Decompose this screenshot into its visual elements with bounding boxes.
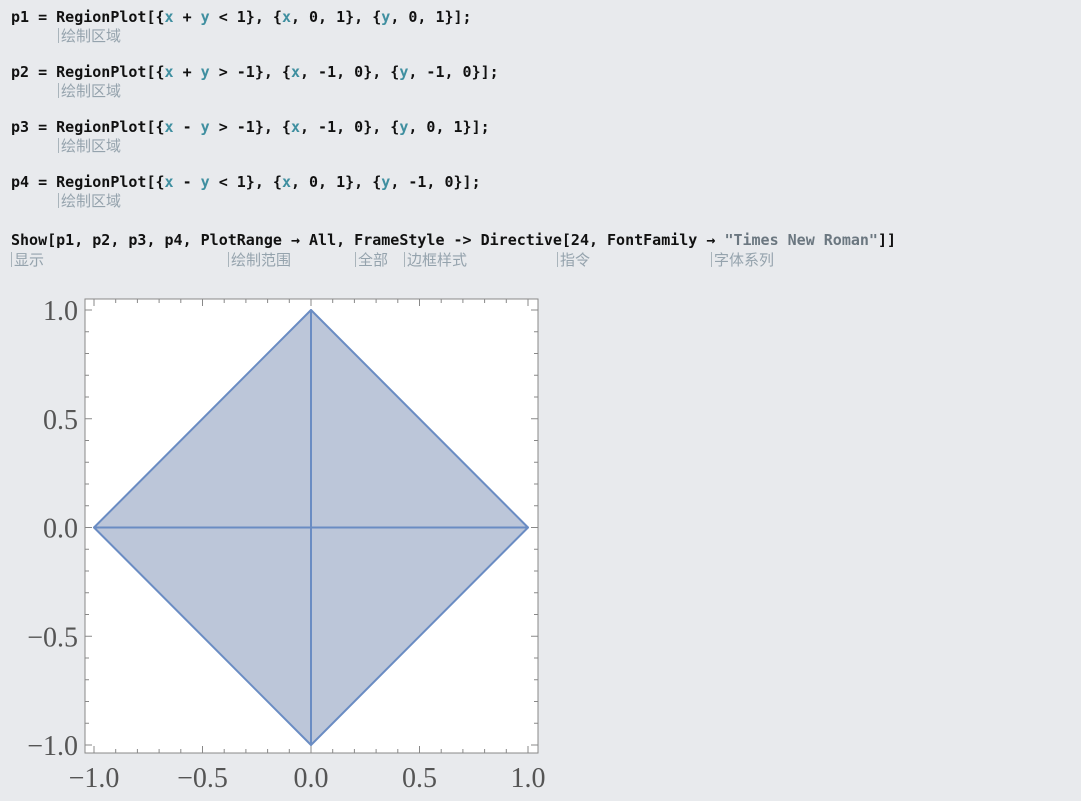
x-tick-label: −0.5 — [177, 763, 228, 794]
hint-label: 指令 — [560, 251, 591, 269]
code-text: < 1}, { — [209, 173, 282, 191]
autocomplete-hint: 绘制区域 — [58, 82, 121, 100]
code-text: - — [173, 173, 201, 191]
code-variable: x — [164, 173, 174, 191]
code-text: , 0, 1}, { — [290, 8, 382, 26]
hint-label: 绘制区域 — [61, 137, 122, 155]
hint-label: 字体系列 — [714, 251, 775, 269]
code-variable: x — [290, 118, 300, 136]
code-text: > -1}, { — [209, 118, 291, 136]
code-variable: x — [281, 173, 291, 191]
y-tick-label: 0.5 — [43, 405, 78, 436]
code-text: ]] — [877, 231, 897, 249]
hint-label: 绘制区域 — [61, 27, 122, 45]
x-tick-label: −1.0 — [69, 763, 120, 794]
input-cell-p4[interactable]: p4 = RegionPlot[{x - y < 1}, {x, 0, 1}, … — [11, 173, 481, 191]
code-string: "Times New Roman" — [724, 231, 878, 249]
code-text: < 1}, { — [209, 8, 282, 26]
region-edge-p4 — [310, 526, 529, 746]
code-text: - — [173, 118, 201, 136]
x-tick-label: 1.0 — [511, 763, 546, 794]
autocomplete-hint: 全部 — [355, 251, 388, 269]
x-tick-label: 0.5 — [402, 763, 437, 794]
code-text: , -1, 0}]; — [408, 63, 499, 81]
region-plot-output[interactable]: −1.0 −0.5 0.0 0.5 1.0 1.0 0.5 0.0 −0.5 −1.0 — [0, 271, 600, 801]
x-tick-label: 0.0 — [294, 763, 329, 794]
input-cell-p2[interactable]: p2 = RegionPlot[{x + y > -1}, {x, -1, 0}… — [11, 63, 499, 81]
code-text: , -1, 0}]; — [390, 173, 481, 191]
code-variable: x — [281, 8, 291, 26]
autocomplete-hint: 字体系列 — [711, 251, 774, 269]
code-text: p4 = RegionPlot[{ — [11, 173, 165, 191]
code-variable: y — [381, 173, 391, 191]
region-edge-p3 — [93, 309, 312, 529]
code-text: , 0, 1}, { — [290, 173, 382, 191]
hint-label: 绘制区域 — [61, 82, 122, 100]
hint-label: 边框样式 — [407, 251, 468, 269]
code-text: , 0, 1}]; — [390, 8, 472, 26]
input-cell-p1[interactable]: p1 = RegionPlot[{x + y < 1}, {x, 0, 1}, … — [11, 8, 472, 26]
autocomplete-hint: 绘制范围 — [228, 251, 291, 269]
hint-label: 显示 — [14, 251, 45, 269]
code-variable: y — [200, 63, 210, 81]
code-variable: y — [200, 118, 210, 136]
code-text: , -1, 0}, { — [300, 63, 400, 81]
code-variable: y — [381, 8, 391, 26]
hint-label: 全部 — [358, 251, 389, 269]
code-variable: x — [164, 8, 174, 26]
hint-label: 绘制区域 — [61, 192, 122, 210]
code-text: Show[p1, p2, p3, p4, PlotRange → All, Fr… — [11, 231, 725, 249]
autocomplete-hint: 边框样式 — [404, 251, 467, 269]
code-variable: x — [290, 63, 300, 81]
input-cell-p3[interactable]: p3 = RegionPlot[{x - y > -1}, {x, -1, 0}… — [11, 118, 490, 136]
code-text: p2 = RegionPlot[{ — [11, 63, 165, 81]
code-variable: x — [164, 118, 174, 136]
autocomplete-hint: 绘制区域 — [58, 27, 121, 45]
code-text: , -1, 0}, { — [300, 118, 400, 136]
autocomplete-hint: 显示 — [11, 251, 44, 269]
code-variable: y — [399, 63, 409, 81]
code-text: p3 = RegionPlot[{ — [11, 118, 165, 136]
code-variable: x — [164, 63, 174, 81]
hint-label: 绘制范围 — [231, 251, 292, 269]
autocomplete-hint: 指令 — [557, 251, 590, 269]
y-tick-label: −0.5 — [27, 622, 78, 653]
autocomplete-hint: 绘制区域 — [58, 137, 121, 155]
code-text: + — [173, 8, 201, 26]
code-variable: y — [399, 118, 409, 136]
y-tick-label: −1.0 — [27, 731, 78, 762]
code-variable: y — [200, 8, 210, 26]
code-text: > -1}, { — [209, 63, 291, 81]
y-tick-label: 1.0 — [43, 296, 78, 327]
code-text: , 0, 1}]; — [408, 118, 490, 136]
code-variable: y — [200, 173, 210, 191]
code-text: + — [173, 63, 201, 81]
code-text: p1 = RegionPlot[{ — [11, 8, 165, 26]
y-tick-label: 0.0 — [43, 514, 78, 545]
autocomplete-hint: 绘制区域 — [58, 192, 121, 210]
input-cell-show[interactable]: Show[p1, p2, p3, p4, PlotRange → All, Fr… — [11, 231, 896, 249]
